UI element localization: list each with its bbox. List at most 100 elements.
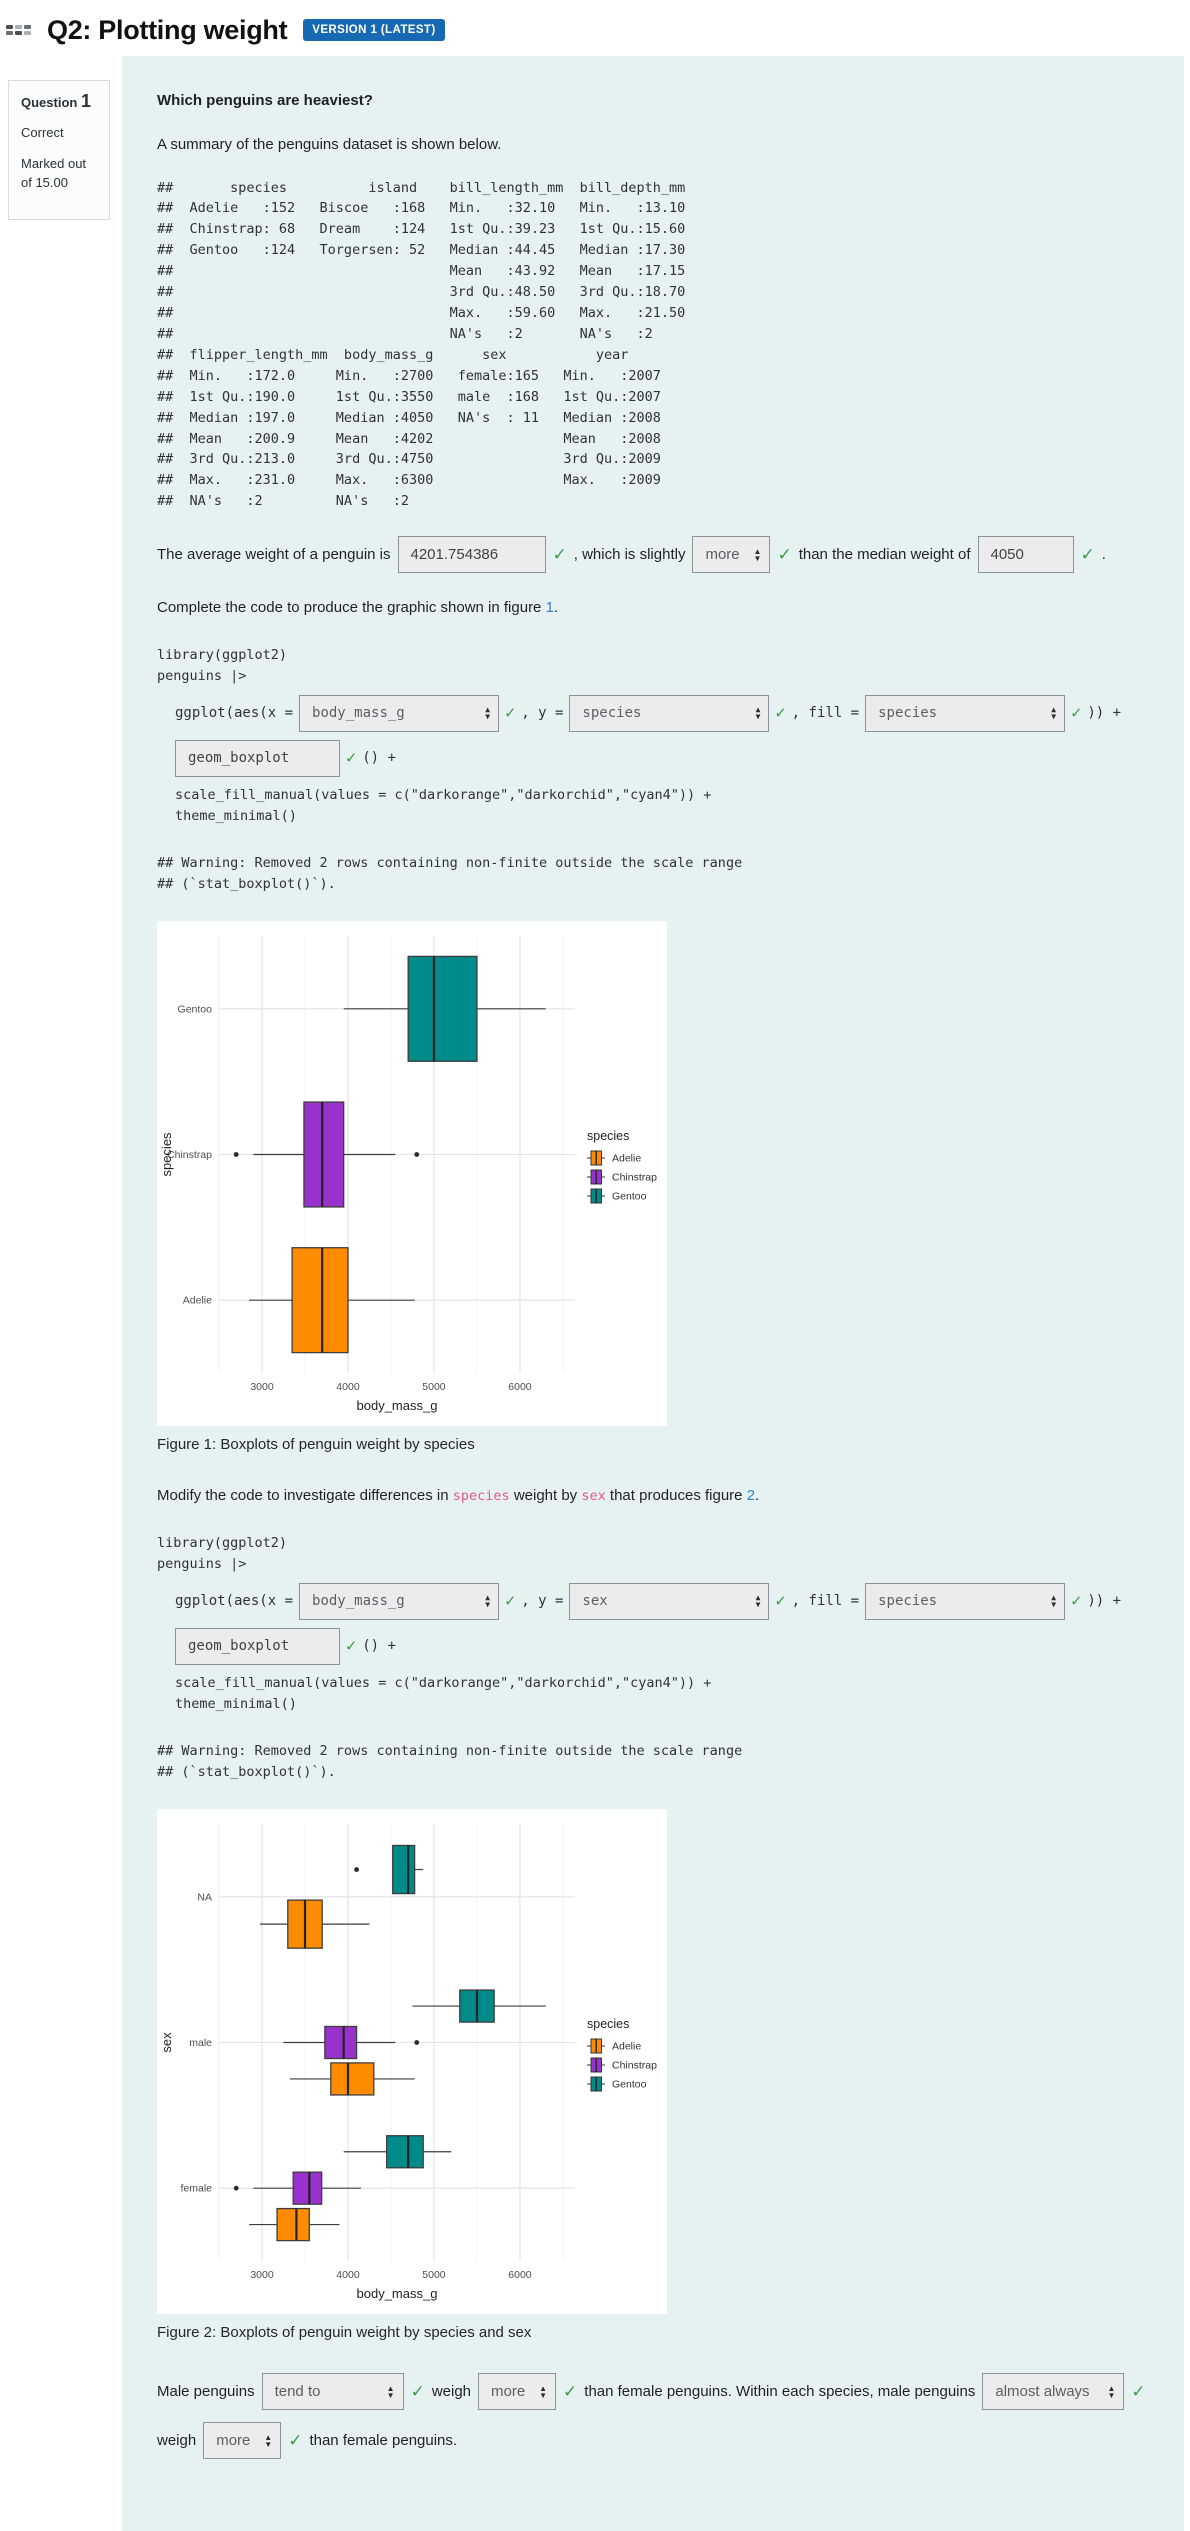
code-text: )) + [1087, 1593, 1122, 1610]
sentence-text: The average weight of a penguin is [157, 546, 391, 564]
code-text: , y = [521, 705, 564, 722]
r-summary-output: ## species island bill_length_mm bill_de… [157, 179, 686, 510]
updown-arrow-icon: ▲ ▼ [264, 2432, 273, 2449]
svg-text:Chinstrap: Chinstrap [167, 1149, 212, 1161]
correct-check-icon: ✓ [775, 703, 786, 724]
tend-to-dropdown[interactable]: tend to ▲ ▼ [261, 2373, 404, 2411]
almost-always-dropdown[interactable]: almost always ▲ ▼ [982, 2373, 1125, 2411]
svg-text:male: male [189, 2037, 212, 2049]
ggplot-aes-line: ggplot(aes(x = body_mass_g ▲ ▼ ✓ , y = se… [175, 1582, 1158, 1620]
correct-check-icon: ✓ [346, 1636, 357, 1657]
page-body: Question 1 Correct Marked out of 15.00 W… [0, 56, 1190, 2531]
correct-check-icon: ✓ [505, 703, 516, 724]
sentence-text: weigh [431, 2383, 472, 2401]
svg-text:Chinstrap: Chinstrap [612, 2059, 657, 2071]
updown-arrow-icon: ▲ ▼ [1051, 705, 1057, 722]
svg-text:sex: sex [159, 2031, 174, 2052]
paragraph-text: . [553, 599, 559, 617]
svg-text:Adelie: Adelie [612, 2040, 641, 2052]
sentence-text: than female penguins. Within each specie… [584, 2383, 976, 2401]
correct-check-icon: ✓ [346, 748, 357, 769]
paragraph-text: Complete the code to produce the graphic… [157, 599, 542, 617]
code-text: )) + [1087, 705, 1122, 722]
svg-text:5000: 5000 [422, 2269, 446, 2281]
sex-code-word: sex [581, 1488, 606, 1505]
figure-1: Gentoo Chinstrap Adelie 3000 4000 5000 6000 bod… [157, 920, 667, 1426]
svg-text:Gentoo: Gentoo [178, 1003, 213, 1015]
dropdown-value: more [491, 2383, 526, 2401]
svg-text:female: female [180, 2182, 212, 2194]
slightly-more-dropdown[interactable]: more ▲ ▼ [692, 536, 771, 574]
correct-check-icon: ✓ [1080, 544, 1095, 564]
svg-text:species: species [587, 2017, 629, 2031]
updown-arrow-icon: ▲ ▼ [539, 2383, 548, 2400]
fill-aes-dropdown[interactable]: species ▲ ▼ [865, 694, 1066, 732]
dropdown-value: species [582, 705, 642, 722]
question-heading: Which penguins are heaviest? [157, 92, 373, 109]
y-aes-dropdown[interactable]: sex ▲ ▼ [569, 1582, 770, 1620]
svg-text:species: species [159, 1131, 174, 1176]
svg-text:Gentoo: Gentoo [612, 2078, 647, 2090]
svg-text:5000: 5000 [422, 1381, 446, 1393]
svg-text:3000: 3000 [250, 1381, 274, 1393]
weigh-more-dropdown-2[interactable]: more ▲ ▼ [203, 2422, 282, 2460]
ggplot-aes-line: ggplot(aes(x = body_mass_g ▲ ▼ ✓ , y = sp… [175, 694, 1158, 732]
weigh-more-dropdown[interactable]: more ▲ ▼ [478, 2373, 557, 2411]
code-block-1: library(ggplot2) penguins |> ggplot(aes(… [157, 645, 1158, 827]
svg-text:species: species [587, 1129, 629, 1143]
code-text: () + [362, 750, 396, 767]
question-number: 1 [80, 91, 91, 111]
x-aes-dropdown[interactable]: body_mass_g ▲ ▼ [299, 694, 500, 732]
code-text: library(ggplot2) penguins |> [157, 647, 288, 684]
correct-check-icon: ✓ [410, 2381, 425, 2401]
dropdown-value: species [878, 705, 938, 722]
average-weight-sentence: The average weight of a penguin is 4201.… [157, 536, 1158, 574]
figure-2: NA male female 3000 4000 5000 6000 body_mass_g s… [157, 1808, 667, 2314]
input-value: 4201.754386 [410, 546, 499, 564]
updown-arrow-icon: ▲ ▼ [755, 705, 761, 722]
svg-text:Adelie: Adelie [183, 1294, 212, 1306]
y-aes-dropdown[interactable]: species ▲ ▼ [569, 694, 770, 732]
correct-check-icon: ✓ [505, 1591, 516, 1612]
question-grade: Marked out of 15.00 [21, 155, 87, 190]
paragraph-text: Modify the code to investigate differenc… [157, 1487, 449, 1505]
figure-1-caption: Figure 1: Boxplots of penguin weight by … [157, 1435, 475, 1453]
correct-check-icon: ✓ [552, 544, 567, 564]
input-value: 4050 [990, 546, 1024, 564]
svg-text:Chinstrap: Chinstrap [612, 1171, 657, 1183]
code-text: ggplot(aes(x = [175, 1593, 294, 1610]
dropdown-value: more [705, 546, 740, 564]
drag-handle-icon [6, 25, 31, 35]
r-warning-output: ## Warning: Removed 2 rows containing no… [157, 854, 743, 892]
figure-1-link[interactable]: 1 [545, 599, 554, 617]
dropdown-value: species [878, 1593, 938, 1610]
updown-arrow-icon: ▲ ▼ [485, 705, 491, 722]
x-aes-dropdown[interactable]: body_mass_g ▲ ▼ [299, 1582, 500, 1620]
dropdown-value: body_mass_g [312, 705, 405, 722]
svg-text:NA: NA [197, 1891, 212, 1903]
fill-aes-dropdown[interactable]: species ▲ ▼ [865, 1582, 1066, 1620]
figure-2-link[interactable]: 2 [746, 1487, 756, 1505]
code-text: scale_fill_manual(values = c("darkorange… [175, 786, 712, 824]
svg-text:3000: 3000 [250, 2269, 274, 2281]
code-text: , y = [521, 1593, 564, 1610]
svg-text:Gentoo: Gentoo [612, 1190, 647, 1202]
correct-check-icon: ✓ [1071, 703, 1082, 724]
median-weight-input[interactable]: 4050 [977, 536, 1074, 574]
average-weight-input[interactable]: 4201.754386 [397, 536, 546, 574]
code-text: scale_fill_manual(values = c("darkorange… [175, 1674, 712, 1712]
correct-check-icon: ✓ [1131, 2381, 1146, 2401]
summary-intro-text: A summary of the penguins dataset is sho… [157, 135, 502, 153]
paragraph-text: . [755, 1487, 760, 1505]
complete-code-paragraph: Complete the code to produce the graphic… [157, 597, 1158, 619]
correct-check-icon: ✓ [288, 2430, 303, 2450]
geom-input[interactable]: geom_boxplot [175, 739, 340, 777]
geom-line: geom_boxplot ✓ () + [175, 739, 1158, 777]
question-number-row: Question 1 [21, 91, 97, 112]
geom-input[interactable]: geom_boxplot [175, 1627, 340, 1665]
version-badge: VERSION 1 (LATEST) [303, 19, 445, 41]
code-block-2: library(ggplot2) penguins |> ggplot(aes(… [157, 1533, 1158, 1715]
sentence-text: than female penguins. [309, 2432, 458, 2450]
figure-1-boxplot: Gentoo Chinstrap Adelie 3000 4000 5000 6000 bod… [157, 920, 667, 1426]
code-text: ggplot(aes(x = [175, 705, 294, 722]
